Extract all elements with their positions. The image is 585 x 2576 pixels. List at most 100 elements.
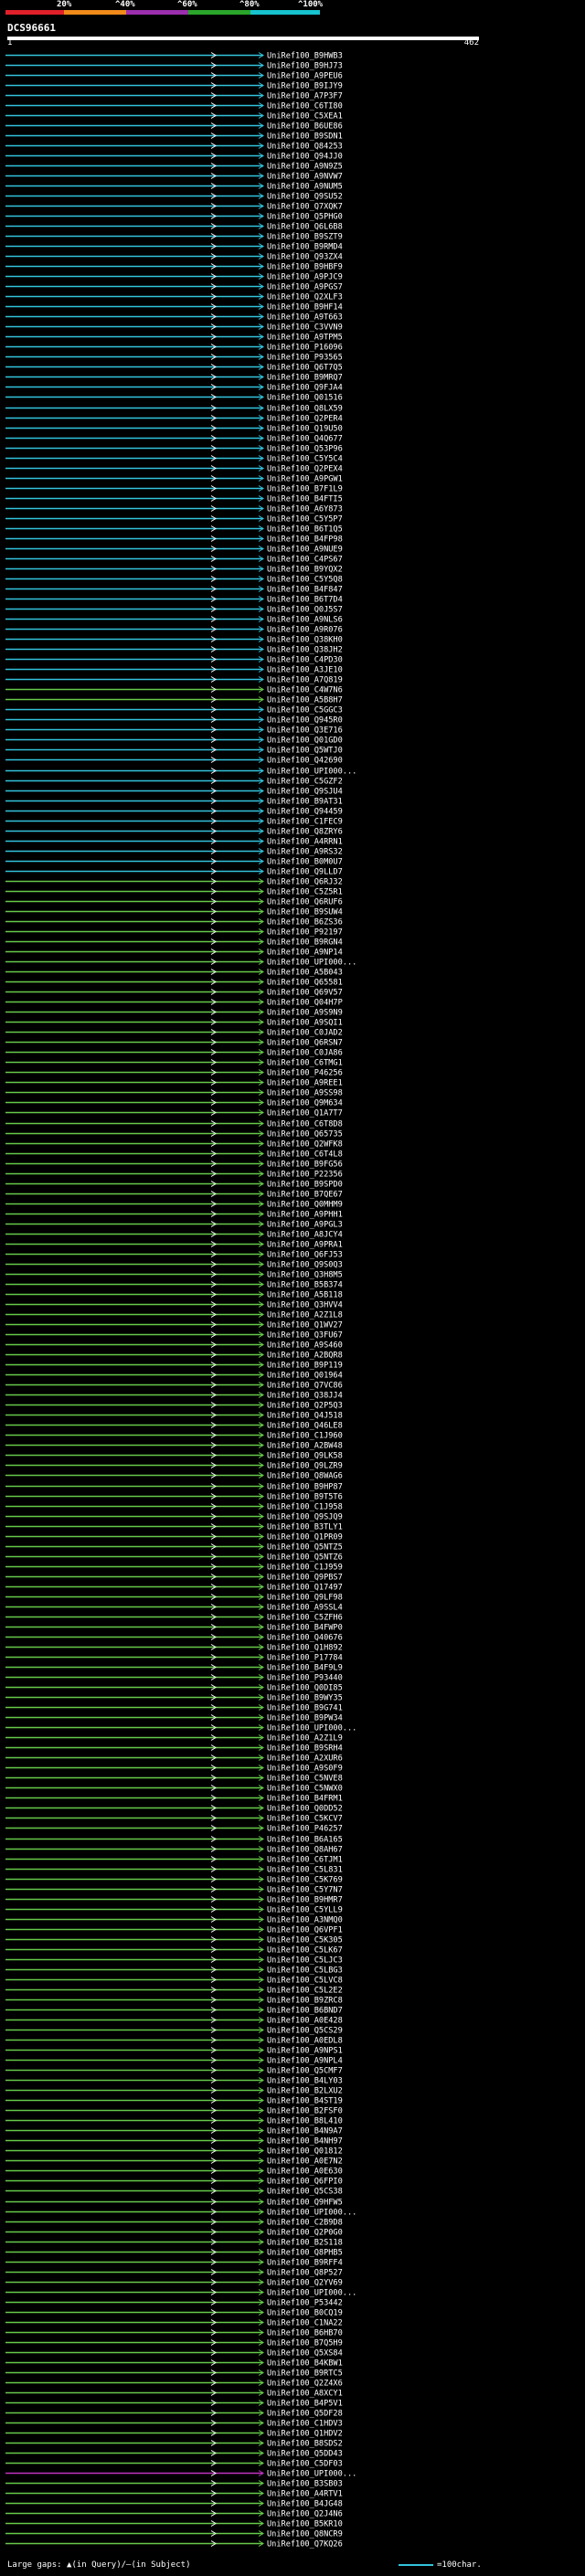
- hit-label[interactable]: UniRef100_C1HDV3: [267, 2420, 343, 2429]
- hit-label[interactable]: UniRef100_B6UE86: [267, 122, 343, 132]
- hit-label[interactable]: UniRef100_Q01964: [267, 1372, 343, 1381]
- hit-label[interactable]: UniRef100_B9YQX2: [267, 566, 343, 575]
- hit-label[interactable]: UniRef100_Q0DI85: [267, 1684, 343, 1693]
- hit-label[interactable]: UniRef100_A8XCY1: [267, 2390, 343, 2399]
- hit-label[interactable]: UniRef100_Q6VPF1: [267, 1926, 343, 1935]
- hit-label[interactable]: UniRef100_Q8AH67: [267, 1846, 343, 1855]
- hit-label[interactable]: UniRef100_Q6RUF6: [267, 898, 343, 907]
- hit-label[interactable]: UniRef100_B9P119: [267, 1362, 343, 1371]
- hit-label[interactable]: UniRef100_C5Y5Q8: [267, 576, 343, 585]
- hit-label[interactable]: UniRef100_A9SSL4: [267, 1604, 343, 1613]
- hit-label[interactable]: UniRef100_A9TPM5: [267, 334, 343, 343]
- hit-label[interactable]: UniRef100_B9SZT9: [267, 233, 343, 242]
- hit-label[interactable]: UniRef100_C5GGC3: [267, 706, 343, 716]
- hit-label[interactable]: UniRef100_B4NH97: [267, 2137, 343, 2147]
- hit-label[interactable]: UniRef100_A9NPS1: [267, 2047, 343, 2056]
- hit-label[interactable]: UniRef100_A9PHH1: [267, 1211, 343, 1220]
- hit-label[interactable]: UniRef100_Q46LE8: [267, 1422, 343, 1431]
- hit-label[interactable]: UniRef100_Q8NCR9: [267, 2530, 343, 2539]
- hit-label[interactable]: UniRef100_C6TJM1: [267, 1856, 343, 1865]
- hit-label[interactable]: UniRef100_Q2P0G0: [267, 2229, 343, 2238]
- hit-label[interactable]: UniRef100_Q38KH0: [267, 636, 343, 645]
- hit-label[interactable]: UniRef100_A9NP14: [267, 949, 343, 958]
- hit-label[interactable]: UniRef100_B9ZRC8: [267, 1997, 343, 2006]
- hit-label[interactable]: UniRef100_A9S460: [267, 1341, 343, 1351]
- hit-label[interactable]: UniRef100_Q0MHM9: [267, 1201, 343, 1210]
- hit-label[interactable]: UniRef100_B8SDS2: [267, 2440, 343, 2449]
- hit-label[interactable]: UniRef100_Q1H892: [267, 1644, 343, 1653]
- hit-label[interactable]: UniRef100_Q7VC86: [267, 1382, 343, 1391]
- hit-label[interactable]: UniRef100_Q8ZRY6: [267, 828, 343, 837]
- hit-label[interactable]: UniRef100_A9PJC9: [267, 273, 343, 282]
- hit-label[interactable]: UniRef100_Q04H7P: [267, 999, 343, 1008]
- hit-label[interactable]: UniRef100_B9RTC5: [267, 2369, 343, 2379]
- hit-label[interactable]: UniRef100_Q19U50: [267, 425, 343, 434]
- hit-label[interactable]: UniRef100_B9RFF4: [267, 2259, 343, 2268]
- hit-label[interactable]: UniRef100_B2S118: [267, 2239, 343, 2248]
- hit-label[interactable]: UniRef100_Q9SU52: [267, 193, 343, 202]
- hit-label[interactable]: UniRef100_C6TI80: [267, 102, 343, 111]
- hit-label[interactable]: UniRef100_P93565: [267, 354, 343, 363]
- hit-label[interactable]: UniRef100_C4PD30: [267, 656, 343, 665]
- hit-label[interactable]: UniRef100_A5B118: [267, 1291, 343, 1300]
- hit-label[interactable]: UniRef100_C1NA22: [267, 2319, 343, 2328]
- hit-label[interactable]: UniRef100_A8JCY4: [267, 1231, 343, 1240]
- hit-label[interactable]: UniRef100_Q9HFW5: [267, 2199, 343, 2208]
- hit-label[interactable]: UniRef100_B9WY35: [267, 1694, 343, 1703]
- hit-label[interactable]: UniRef100_Q9LLD7: [267, 868, 343, 877]
- hit-label[interactable]: UniRef100_C5K769: [267, 1876, 343, 1885]
- hit-label[interactable]: UniRef100_C5L831: [267, 1866, 343, 1875]
- hit-label[interactable]: UniRef100_A9SS98: [267, 1089, 343, 1098]
- hit-label[interactable]: UniRef100_B7Q5H9: [267, 2339, 343, 2348]
- hit-label[interactable]: UniRef100_Q5CS29: [267, 2027, 343, 2036]
- hit-label[interactable]: UniRef100_Q3HVV4: [267, 1301, 343, 1310]
- hit-label[interactable]: UniRef100_B9SDN1: [267, 133, 343, 142]
- hit-label[interactable]: UniRef100_C5Y5C4: [267, 455, 343, 464]
- hit-label[interactable]: UniRef100_UPI000...: [267, 1724, 356, 1733]
- hit-label[interactable]: UniRef100_Q38JH2: [267, 646, 343, 655]
- hit-label[interactable]: UniRef100_B9MRQ7: [267, 374, 343, 383]
- hit-label[interactable]: UniRef100_Q2J4N6: [267, 2510, 343, 2519]
- hit-label[interactable]: UniRef100_Q8P527: [267, 2269, 343, 2278]
- hit-label[interactable]: UniRef100_A2Z1L9: [267, 1734, 343, 1744]
- hit-label[interactable]: UniRef100_C5Y7N7: [267, 1886, 343, 1895]
- hit-label[interactable]: UniRef100_A5B8H7: [267, 696, 343, 705]
- hit-label[interactable]: UniRef100_B9PW34: [267, 1714, 343, 1723]
- hit-label[interactable]: UniRef100_Q1PR09: [267, 1533, 343, 1542]
- hit-label[interactable]: UniRef100_B4FTI5: [267, 495, 343, 504]
- hit-label[interactable]: UniRef100_B9FG56: [267, 1161, 343, 1170]
- hit-label[interactable]: UniRef100_UPI000...: [267, 2209, 356, 2218]
- hit-label[interactable]: UniRef100_Q40676: [267, 1634, 343, 1643]
- hit-label[interactable]: UniRef100_C5LBG3: [267, 1966, 343, 1976]
- hit-label[interactable]: UniRef100_A9SQI1: [267, 1019, 343, 1028]
- hit-label[interactable]: UniRef100_Q5DD43: [267, 2450, 343, 2459]
- hit-label[interactable]: UniRef100_A9REE1: [267, 1079, 343, 1088]
- hit-label[interactable]: UniRef100_Q2Z4X6: [267, 2380, 343, 2389]
- hit-label[interactable]: UniRef100_Q69V57: [267, 989, 343, 998]
- hit-label[interactable]: UniRef100_Q65581: [267, 979, 343, 988]
- hit-label[interactable]: UniRef100_C5LJC3: [267, 1956, 343, 1966]
- hit-label[interactable]: UniRef100_Q84253: [267, 143, 343, 152]
- hit-label[interactable]: UniRef100_Q93ZX4: [267, 253, 343, 262]
- hit-label[interactable]: UniRef100_C5NWX0: [267, 1785, 343, 1794]
- hit-label[interactable]: UniRef100_A9PGW1: [267, 475, 343, 484]
- hit-label[interactable]: UniRef100_A9NUE9: [267, 546, 343, 555]
- hit-label[interactable]: UniRef100_Q1HDV2: [267, 2430, 343, 2439]
- hit-label[interactable]: UniRef100_Q9FJA4: [267, 384, 343, 393]
- hit-label[interactable]: UniRef100_Q01GD0: [267, 737, 343, 746]
- hit-label[interactable]: UniRef100_C6T8D8: [267, 1120, 343, 1129]
- hit-label[interactable]: UniRef100_Q9M634: [267, 1099, 343, 1108]
- hit-label[interactable]: UniRef100_B4KBW1: [267, 2359, 343, 2369]
- hit-label[interactable]: UniRef100_P17784: [267, 1654, 343, 1663]
- hit-label[interactable]: UniRef100_B6T7D4: [267, 596, 343, 605]
- hit-label[interactable]: UniRef100_B6BND7: [267, 2007, 343, 2016]
- hit-label[interactable]: UniRef100_B6T1Q5: [267, 525, 343, 535]
- hit-label[interactable]: UniRef100_P92197: [267, 928, 343, 938]
- hit-label[interactable]: UniRef100_Q6FPI0: [267, 2178, 343, 2187]
- hit-label[interactable]: UniRef100_Q3H8M5: [267, 1271, 343, 1280]
- hit-label[interactable]: UniRef100_A9S0F9: [267, 1765, 343, 1774]
- hit-label[interactable]: UniRef100_Q9LK58: [267, 1452, 343, 1461]
- hit-label[interactable]: UniRef100_B9AT31: [267, 798, 343, 807]
- hit-label[interactable]: UniRef100_Q42690: [267, 757, 343, 766]
- hit-label[interactable]: UniRef100_C5YLL9: [267, 1906, 343, 1915]
